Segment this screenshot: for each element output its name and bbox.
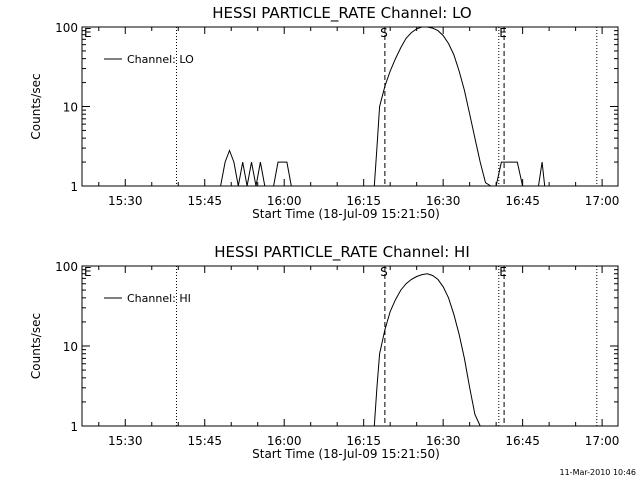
panel0-marker-label: S <box>380 26 388 40</box>
panel0-y-tick-label: 100 <box>55 21 78 35</box>
panel1-x-tick-label: 15:45 <box>187 434 222 448</box>
panel1-marker-label: E <box>499 265 507 279</box>
lo-y-axis-label: Counts/sec <box>29 73 43 139</box>
panel0-rate-series-line <box>220 26 548 187</box>
panel0-y-tick-label: 1 <box>70 180 78 194</box>
panel1-x-tick-label: 16:30 <box>426 434 461 448</box>
hi-legend-label: Channel: HI <box>127 292 191 305</box>
panel0-x-tick-label: 15:45 <box>187 194 222 208</box>
panel1-x-tick-label: 17:00 <box>585 434 620 448</box>
panel1-rate-series-line <box>373 273 481 427</box>
panel0-x-tick-label: 16:45 <box>505 194 540 208</box>
hi-x-axis-label: Start Time (18-Jul-09 15:21:50) <box>252 447 440 461</box>
panel1-x-tick-label: 16:15 <box>346 434 381 448</box>
panel1-x-tick-label: 15:30 <box>108 434 143 448</box>
hi-chart-title: HESSI PARTICLE_RATE Channel: HI <box>214 243 470 262</box>
panel1-x-tick-label: 16:45 <box>505 434 540 448</box>
panel1-y-tick-label: 1 <box>70 420 78 434</box>
generation-timestamp: 11-Mar-2010 10:46 <box>560 468 637 477</box>
hi-y-axis-label: Counts/sec <box>29 313 43 379</box>
panel1-marker-label: E <box>84 265 92 279</box>
panel1-plot-frame <box>81 265 619 427</box>
panel0-plot-frame <box>81 26 619 187</box>
panel0-x-tick-label: 16:15 <box>346 194 381 208</box>
lo-chart-title: HESSI PARTICLE_RATE Channel: LO <box>212 4 471 23</box>
panel0-marker-label: E <box>499 26 507 40</box>
hi-channel-panel: HESSI PARTICLE_RATE Channel: HI Start Ti… <box>29 243 619 461</box>
lo-channel-panel: HESSI PARTICLE_RATE Channel: LO Start Ti… <box>29 4 619 221</box>
panel0-marker-label: E <box>84 26 92 40</box>
lo-legend-label: Channel: LO <box>127 53 194 66</box>
panel0-x-tick-label: 17:00 <box>585 194 620 208</box>
panel1-x-tick-label: 16:00 <box>267 434 302 448</box>
panel1-y-tick-label: 100 <box>55 260 78 274</box>
panel0-y-tick-label: 10 <box>63 101 78 115</box>
panel0-x-tick-label: 16:30 <box>426 194 461 208</box>
lo-x-axis-label: Start Time (18-Jul-09 15:21:50) <box>252 207 440 221</box>
panel0-x-tick-label: 16:00 <box>267 194 302 208</box>
panel1-marker-label: S <box>380 265 388 279</box>
panel0-x-tick-label: 15:30 <box>108 194 143 208</box>
panel1-y-tick-label: 10 <box>63 340 78 354</box>
